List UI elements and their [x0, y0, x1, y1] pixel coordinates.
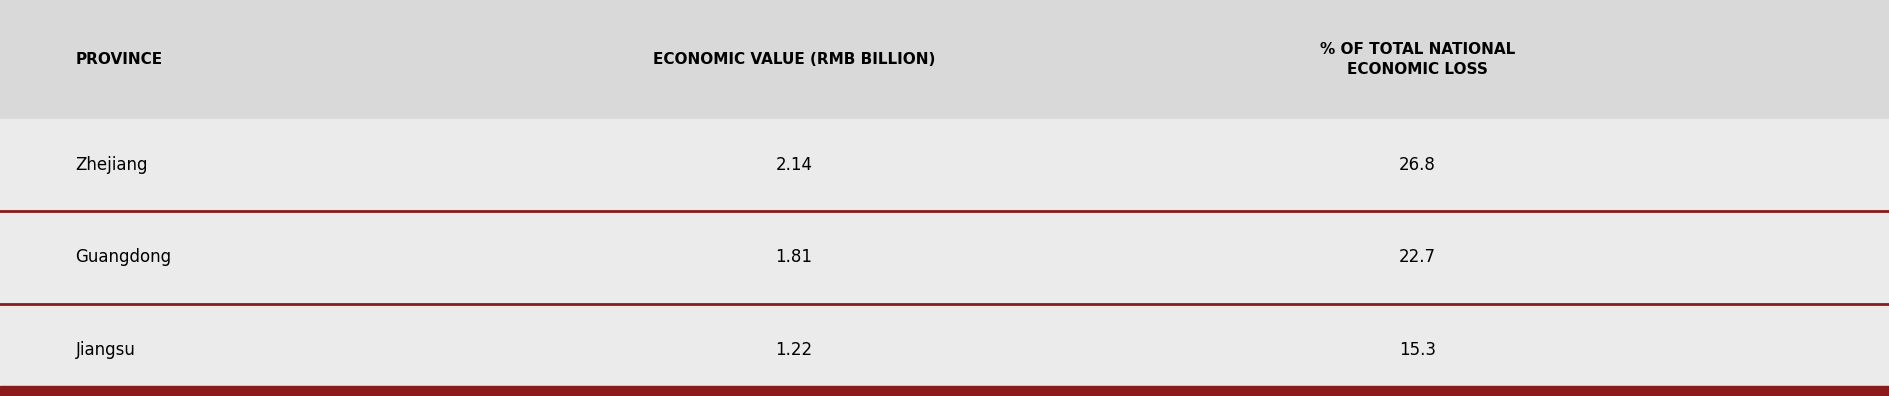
Text: ECONOMIC VALUE (RMB BILLION): ECONOMIC VALUE (RMB BILLION) [652, 52, 935, 67]
Bar [0, 386, 1889, 396]
Text: % OF TOTAL NATIONAL
ECONOMIC LOSS: % OF TOTAL NATIONAL ECONOMIC LOSS [1319, 42, 1515, 77]
Text: 26.8: 26.8 [1398, 156, 1436, 174]
Bar [0, 304, 1889, 396]
Text: 15.3: 15.3 [1398, 341, 1436, 359]
Text: 22.7: 22.7 [1398, 248, 1436, 267]
Bar [0, 119, 1889, 211]
Text: Jiangsu: Jiangsu [76, 341, 136, 359]
Bar [0, 211, 1889, 304]
Text: 2.14: 2.14 [774, 156, 812, 174]
Text: PROVINCE: PROVINCE [76, 52, 162, 67]
Text: 1.22: 1.22 [774, 341, 812, 359]
Bar [0, 0, 1889, 119]
Text: Zhejiang: Zhejiang [76, 156, 147, 174]
Text: Guangdong: Guangdong [76, 248, 172, 267]
Text: 1.81: 1.81 [774, 248, 812, 267]
